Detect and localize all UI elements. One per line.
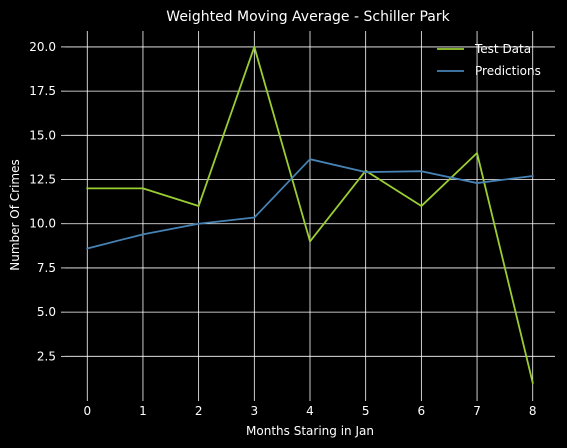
- x-tick-label-6: 6: [418, 404, 426, 418]
- x-tick-label-4: 4: [306, 404, 314, 418]
- y-tick-label-7: 20.0: [29, 40, 56, 54]
- legend-label-1: Predictions: [475, 64, 541, 78]
- y-tick-label-2: 7.5: [37, 261, 56, 275]
- x-axis-label: Months Staring in Jan: [246, 424, 374, 438]
- y-tick-label-5: 15.0: [29, 128, 56, 142]
- y-tick-label-6: 17.5: [29, 84, 56, 98]
- legend: Test Data Predictions: [437, 42, 541, 78]
- x-tick-label-3: 3: [250, 404, 258, 418]
- legend-label-0: Test Data: [474, 42, 531, 56]
- y-tick-label-3: 10.0: [29, 217, 56, 231]
- series-lines: [86, 46, 534, 384]
- y-tick-label-0: 2.5: [37, 349, 56, 363]
- x-tick-label-5: 5: [362, 404, 370, 418]
- x-tick-label-1: 1: [139, 404, 147, 418]
- chart-title: Weighted Moving Average - Schiller Park: [166, 9, 450, 25]
- x-tick-label-7: 7: [473, 404, 481, 418]
- y-tick-label-4: 12.5: [29, 173, 56, 187]
- grid-lines: [65, 31, 555, 397]
- axis-ticks: 0 1 2 3 4 5 6 7 8 2.5 5.0 7.5 10.0 12.5 15.0 17.5 20.0: [29, 40, 536, 418]
- y-tick-label-1: 5.0: [37, 305, 56, 319]
- x-tick-label-2: 2: [195, 404, 203, 418]
- x-tick-label-8: 8: [529, 404, 537, 418]
- x-tick-label-0: 0: [83, 404, 91, 418]
- y-axis-label: Number Of Crimes: [8, 159, 22, 270]
